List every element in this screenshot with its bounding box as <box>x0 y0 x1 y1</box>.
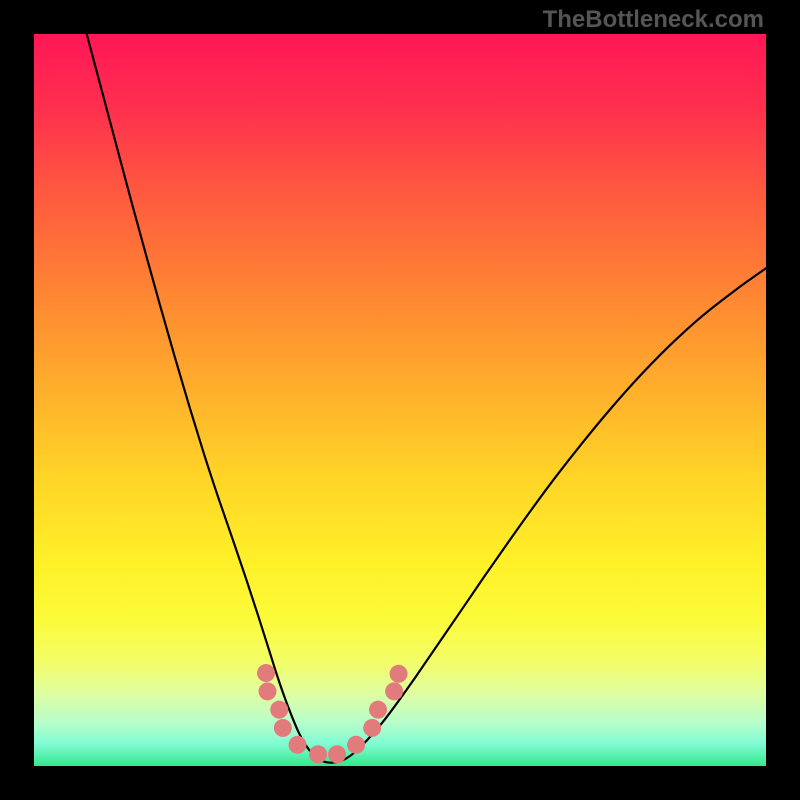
gradient-background <box>34 34 766 766</box>
watermark-text: TheBottleneck.com <box>543 6 764 34</box>
plot-area <box>34 34 766 766</box>
